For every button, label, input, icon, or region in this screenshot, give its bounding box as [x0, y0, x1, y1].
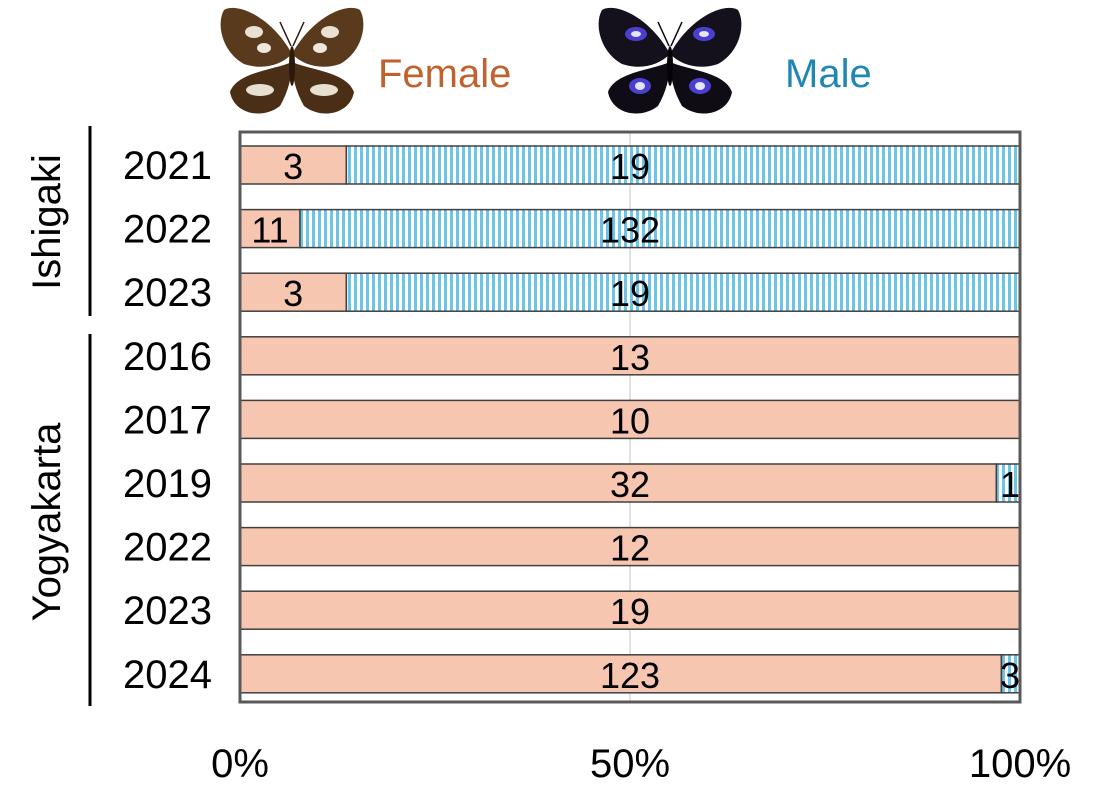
bar-male-0	[345, 145, 1021, 185]
category-label-7: 2023	[123, 589, 212, 633]
category-label-4: 2017	[123, 398, 212, 442]
bar-female-3	[239, 336, 1021, 376]
bar-female-2	[239, 272, 348, 312]
x-tick-label-0: 0%	[211, 742, 269, 786]
bar-female-7	[239, 590, 1021, 630]
data-label-male-0: 19	[610, 146, 650, 187]
data-label-female-0: 3	[283, 146, 303, 187]
data-label-female-5: 32	[610, 464, 650, 505]
category-label-6: 2022	[123, 526, 212, 570]
legend-male-label: Male	[785, 52, 872, 96]
female-butterfly-icon	[220, 7, 364, 114]
bar-male-2	[345, 272, 1021, 312]
legend-female-label: Female	[378, 52, 512, 96]
data-label-female-1: 11	[251, 210, 288, 251]
data-label-female-2: 3	[283, 273, 303, 314]
group-label-yogyakarta: Yogyakarta	[25, 422, 69, 621]
data-label-male-2: 19	[610, 273, 650, 314]
group-label-ishigaki: Ishigaki	[25, 154, 69, 290]
category-label-2: 2023	[123, 271, 212, 315]
bar-female-5	[239, 463, 998, 503]
data-label-female-6: 12	[610, 528, 650, 569]
category-label-3: 2016	[123, 335, 212, 379]
data-label-female-8: 123	[600, 655, 660, 696]
plot-frame	[238, 130, 1022, 704]
data-label-male-5: 1	[1000, 464, 1020, 505]
data-label-male-1: 132	[600, 210, 660, 251]
x-tick-label-1: 50%	[590, 742, 670, 786]
data-label-female-3: 13	[610, 337, 650, 378]
bar-female-4	[239, 399, 1021, 440]
category-label-0: 2021	[123, 144, 212, 188]
data-label-male-8: 3	[1000, 655, 1020, 696]
category-label-5: 2019	[123, 462, 212, 506]
data-label-female-4: 10	[610, 400, 650, 441]
data-label-female-7: 19	[610, 591, 650, 632]
x-tick-label-2: 100%	[969, 742, 1071, 786]
category-label-8: 2024	[123, 653, 212, 697]
category-label-1: 2022	[123, 208, 212, 252]
male-butterfly-icon	[598, 7, 742, 114]
